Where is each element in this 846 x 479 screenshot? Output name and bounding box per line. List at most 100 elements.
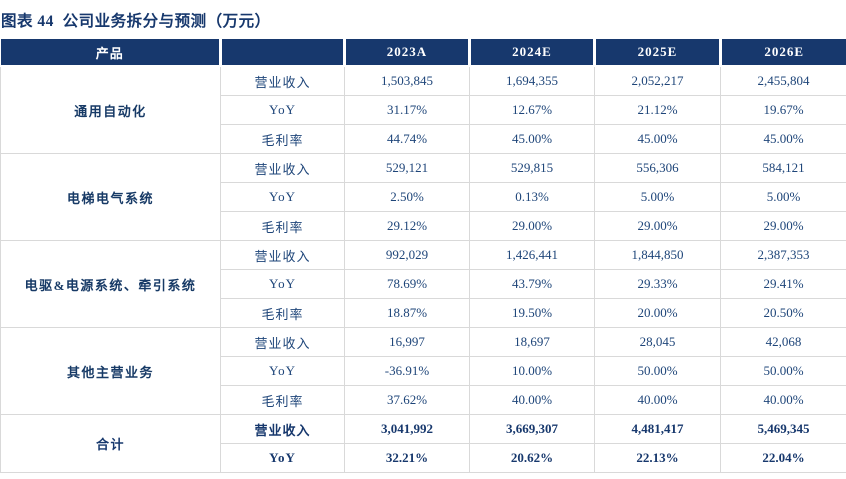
table-row: 其他主营业务 营业收入 16,997 18,697 28,045 42,068 xyxy=(0,327,846,415)
metric-cell: YoY xyxy=(220,269,345,299)
column-header-product: 产品 xyxy=(0,39,221,67)
value-cell: 45.00% xyxy=(469,124,595,154)
value-cell: 19.67% xyxy=(720,95,846,125)
table-row: YoY 31.17% 12.67% 21.12% 19.67% xyxy=(1,95,846,125)
product-cell: 其他主营业务 xyxy=(0,327,221,415)
value-cell: 20.62% xyxy=(469,443,595,473)
table-body: 通用自动化 营业收入 1,503,845 1,694,355 2,052,217 2,45… xyxy=(0,65,846,473)
metric-cell: 毛利率 xyxy=(220,124,345,154)
value-cell: 584,121 xyxy=(720,153,846,183)
metric-cell: 毛利率 xyxy=(220,385,345,415)
table-row: 电梯电气系统 营业收入 529,121 529,815 556,306 584,121 xyxy=(0,153,846,241)
value-cell: 42,068 xyxy=(720,327,846,357)
metric-cell: YoY xyxy=(220,443,345,473)
table-row: 毛利率 44.74% 45.00% 45.00% 45.00% xyxy=(1,124,846,154)
value-cell: 22.04% xyxy=(720,443,846,473)
value-cell: 50.00% xyxy=(720,356,846,386)
value-cell: 29.41% xyxy=(720,269,846,299)
metric-cell: YoY xyxy=(220,95,345,125)
value-cell: 529,121 xyxy=(344,153,470,183)
metric-cell: YoY xyxy=(220,182,345,212)
value-cell: 2,052,217 xyxy=(594,65,721,96)
value-cell: 1,844,850 xyxy=(594,240,721,270)
table-row: 毛利率 18.87% 19.50% 20.00% 20.50% xyxy=(1,298,846,328)
value-cell: 12.67% xyxy=(469,95,595,125)
value-cell: 18.87% xyxy=(344,298,470,328)
value-cell: 29.00% xyxy=(469,211,595,241)
table-row: 电驱&电源系统、牵引系统 营业收入 992,029 1,426,441 1,844,85… xyxy=(0,240,846,328)
value-cell: -36.91% xyxy=(344,356,470,386)
metric-cell: 营业收入 xyxy=(220,65,345,96)
column-header-2026e: 2026E xyxy=(719,39,846,67)
metric-cell: 营业收入 xyxy=(220,414,345,444)
value-cell: 5.00% xyxy=(594,182,721,212)
value-cell: 3,669,307 xyxy=(469,414,595,444)
metric-cell: 毛利率 xyxy=(220,211,345,241)
value-cell: 32.21% xyxy=(344,443,470,473)
value-cell: 78.69% xyxy=(344,269,470,299)
product-cell: 通用自动化 xyxy=(0,65,221,154)
value-cell: 16,997 xyxy=(344,327,470,357)
value-cell: 4,481,417 xyxy=(594,414,721,444)
value-cell: 20.50% xyxy=(720,298,846,328)
business-forecast-table: 产品 2023A 2024E 2025E 2026E 通用自动化 营业收入 1,50… xyxy=(0,39,846,473)
value-cell: 18,697 xyxy=(469,327,595,357)
metric-cell: 毛利率 xyxy=(220,298,345,328)
product-cell: 电驱&电源系统、牵引系统 xyxy=(0,240,221,328)
column-header-metric xyxy=(219,39,345,67)
value-cell: 2,455,804 xyxy=(720,65,846,96)
table-row: 毛利率 37.62% 40.00% 40.00% 40.00% xyxy=(1,385,846,415)
value-cell: 45.00% xyxy=(720,124,846,154)
metric-cell: 营业收入 xyxy=(220,327,345,357)
table-row: YoY 78.69% 43.79% 29.33% 29.41% xyxy=(1,269,846,299)
value-cell: 3,041,992 xyxy=(344,414,470,444)
product-cell: 合计 xyxy=(0,414,221,473)
value-cell: 44.74% xyxy=(344,124,470,154)
value-cell: 1,503,845 xyxy=(344,65,470,96)
table-row: YoY -36.91% 10.00% 50.00% 50.00% xyxy=(1,356,846,386)
value-cell: 40.00% xyxy=(594,385,721,415)
value-cell: 29.12% xyxy=(344,211,470,241)
value-cell: 29.33% xyxy=(594,269,721,299)
value-cell: 50.00% xyxy=(594,356,721,386)
value-cell: 5.00% xyxy=(720,182,846,212)
value-cell: 992,029 xyxy=(344,240,470,270)
column-header-2024e: 2024E xyxy=(468,39,595,67)
table-row: YoY 32.21% 20.62% 22.13% 22.04% xyxy=(1,443,846,473)
metric-cell: 营业收入 xyxy=(220,153,345,183)
value-cell: 43.79% xyxy=(469,269,595,299)
table-row: 毛利率 29.12% 29.00% 29.00% 29.00% xyxy=(1,211,846,241)
value-cell: 1,694,355 xyxy=(469,65,595,96)
value-cell: 1,426,441 xyxy=(469,240,595,270)
value-cell: 10.00% xyxy=(469,356,595,386)
table-row: 通用自动化 营业收入 1,503,845 1,694,355 2,052,217 2,45… xyxy=(0,65,846,154)
value-cell: 556,306 xyxy=(594,153,721,183)
value-cell: 2.50% xyxy=(344,182,470,212)
column-header-2023a: 2023A xyxy=(343,39,470,67)
value-cell: 0.13% xyxy=(469,182,595,212)
column-header-2025e: 2025E xyxy=(593,39,721,67)
value-cell: 29.00% xyxy=(594,211,721,241)
value-cell: 40.00% xyxy=(720,385,846,415)
value-cell: 45.00% xyxy=(594,124,721,154)
value-cell: 19.50% xyxy=(469,298,595,328)
metric-cell: 营业收入 xyxy=(220,240,345,270)
table-row: YoY 2.50% 0.13% 5.00% 5.00% xyxy=(1,182,846,212)
value-cell: 31.17% xyxy=(344,95,470,125)
value-cell: 20.00% xyxy=(594,298,721,328)
value-cell: 28,045 xyxy=(594,327,721,357)
value-cell: 40.00% xyxy=(469,385,595,415)
value-cell: 22.13% xyxy=(594,443,721,473)
figure-title: 图表 44 公司业务拆分与预测（万元） xyxy=(1,13,271,30)
value-cell: 2,387,353 xyxy=(720,240,846,270)
value-cell: 29.00% xyxy=(720,211,846,241)
metric-cell: YoY xyxy=(220,356,345,386)
value-cell: 529,815 xyxy=(469,153,595,183)
value-cell: 37.62% xyxy=(344,385,470,415)
table-row: 合计 营业收入 3,041,992 3,669,307 4,481,417 5,469,3… xyxy=(0,414,846,473)
product-cell: 电梯电气系统 xyxy=(0,153,221,241)
table-header-row: 产品 2023A 2024E 2025E 2026E xyxy=(0,39,846,67)
value-cell: 21.12% xyxy=(594,95,721,125)
value-cell: 5,469,345 xyxy=(720,414,846,444)
